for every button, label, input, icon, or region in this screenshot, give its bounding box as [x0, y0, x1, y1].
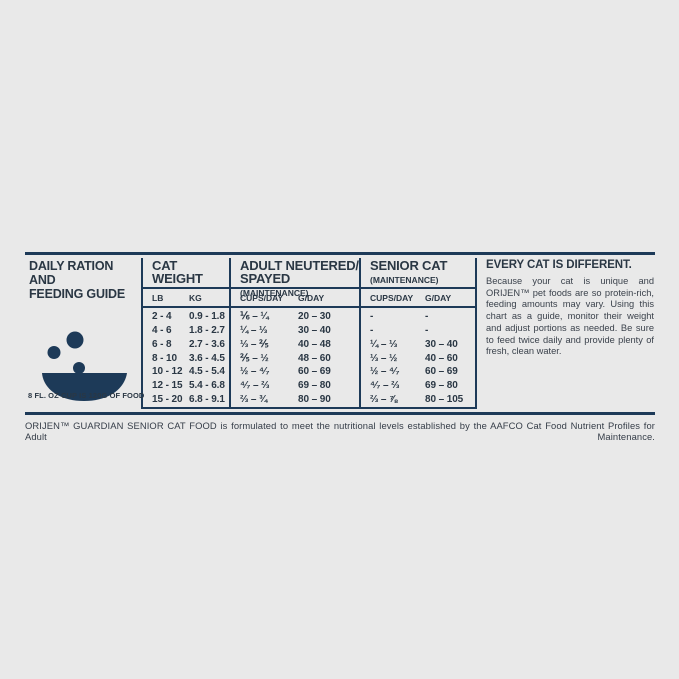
cat-weight-column-headers: LB KG: [143, 289, 229, 308]
cat-weight-rows: 2 - 4 0.9 - 1.8 4 - 6 1.8 - 2.7 6 - 8 2.7 -…: [143, 308, 229, 409]
divider: [475, 258, 477, 409]
maintenance-note: (MAINTENANCE): [240, 288, 309, 298]
cup-note: 8 FL. OZ CUP IS 120G OF FOOD: [28, 391, 145, 400]
table-row: ⅔ – ⅞ 80 – 105: [370, 393, 464, 405]
table-row: ½ – ⁴⁄₇ 60 – 69: [240, 366, 331, 378]
table-row: 15 - 20 6.8 - 9.1: [152, 393, 225, 405]
table-row: ⅖ – ½ 48 – 60: [240, 352, 331, 364]
table-row: ¼ – ⅓ 30 – 40: [240, 325, 331, 337]
bottom-rule: [25, 412, 655, 415]
table-row: ½ – ⁴⁄₇ 60 – 69: [370, 366, 458, 378]
table-row: ⅔ – ¾ 80 – 90: [240, 393, 331, 405]
senior-column-headers: CUPS/DAY G/DAY: [361, 289, 475, 308]
top-rule: [25, 252, 655, 255]
col-cups-day: CUPS/DAY: [370, 292, 414, 303]
table-row: ⁴⁄₇ – ⅔ 69 – 80: [240, 379, 331, 391]
panel-title-line1: DAILY RATION AND: [29, 259, 114, 287]
senior-cat-title: SENIOR CAT (MAINTENANCE): [361, 258, 475, 289]
maintenance-note: (MAINTENANCE): [370, 275, 439, 285]
col-lb: LB: [152, 292, 164, 303]
senior-cat-section: SENIOR CAT (MAINTENANCE) CUPS/DAY G/DAY …: [361, 258, 475, 409]
info-heading: EVERY CAT IS DIFFERENT.: [486, 259, 632, 271]
divider: [229, 258, 231, 409]
col-kg: KG: [189, 292, 202, 303]
cat-weight-title: CAT WEIGHT: [143, 258, 229, 289]
adult-neutered-section: ADULT NEUTERED/ SPAYED (MAINTENANCE) CUP…: [231, 258, 359, 409]
table-row: 12 - 15 5.4 - 6.8: [152, 379, 225, 391]
adult-neutered-title: ADULT NEUTERED/ SPAYED (MAINTENANCE): [231, 258, 359, 298]
panel-title-line2: FEEDING GUIDE: [29, 287, 126, 301]
table-row: ⅓ – ½ 40 – 60: [370, 352, 458, 364]
col-g-day: G/DAY: [298, 292, 325, 303]
adult-column-headers: CUPS/DAY G/DAY: [231, 289, 359, 308]
col-cups-day: CUPS/DAY: [240, 292, 284, 303]
table-row: ⅓ – ⅖ 40 – 48: [240, 338, 331, 350]
aafco-footnote: ORIJEN™ GUARDIAN SENIOR CAT FOOD is form…: [25, 420, 655, 442]
table-row: 2 - 4 0.9 - 1.8: [152, 311, 225, 323]
divider: [141, 258, 143, 409]
food-bowl-icon: [42, 327, 127, 405]
feeding-guide-table: DAILY RATION AND FEEDING GUIDE 8 FL. OZ …: [25, 258, 655, 409]
adult-rows: ⅙ – ¼ 20 – 30 ¼ – ⅓ 30 – 40 ⅓ – ⅖ 40 – 48 ⅖…: [231, 308, 359, 409]
table-row: ⁴⁄₇ – ⅔ 69 – 80: [370, 379, 458, 391]
cat-weight-section: CAT WEIGHT LB KG 2 - 4 0.9 - 1.8 4 - 6 1.8…: [143, 258, 229, 409]
table-row: ¼ – ⅓ 30 – 40: [370, 338, 458, 350]
table-row: --: [370, 311, 429, 323]
daily-ration-panel: DAILY RATION AND FEEDING GUIDE 8 FL. OZ …: [25, 258, 145, 409]
info-paragraph: Because your cat is unique and ORIJEN™ p…: [486, 276, 654, 357]
table-row: 4 - 6 1.8 - 2.7: [152, 325, 225, 337]
table-row: 10 - 12 4.5 - 5.4: [152, 366, 225, 378]
table-row: 6 - 8 2.7 - 3.6: [152, 338, 225, 350]
col-g-day: G/DAY: [425, 292, 452, 303]
divider: [359, 258, 361, 409]
senior-rows: -- -- ¼ – ⅓ 30 – 40 ⅓ – ½ 40 – 60 ½ – ⁴⁄₇ 6…: [361, 308, 475, 409]
every-cat-panel: EVERY CAT IS DIFFERENT. Because your cat…: [477, 258, 655, 409]
table-row: --: [370, 325, 429, 337]
table-row: 8 - 10 3.6 - 4.5: [152, 352, 225, 364]
table-row: ⅙ – ¼ 20 – 30: [240, 311, 331, 323]
panel-title: DAILY RATION AND FEEDING GUIDE: [29, 258, 141, 301]
